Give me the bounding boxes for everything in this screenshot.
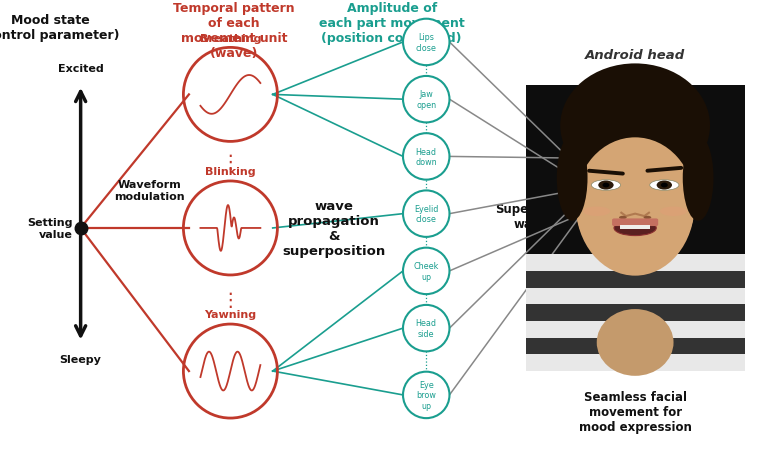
Text: Blinking: Blinking [205, 167, 256, 177]
Ellipse shape [560, 64, 710, 188]
Text: Head
side: Head side [415, 319, 437, 338]
Ellipse shape [614, 221, 656, 236]
Ellipse shape [657, 181, 672, 190]
Ellipse shape [598, 181, 614, 190]
FancyBboxPatch shape [526, 271, 745, 288]
Ellipse shape [403, 191, 449, 238]
Text: Setting
value: Setting value [28, 218, 73, 239]
Ellipse shape [403, 248, 449, 295]
Ellipse shape [644, 216, 651, 220]
Text: Mood state
(control parameter): Mood state (control parameter) [0, 14, 120, 42]
Text: Head
down: Head down [415, 148, 437, 167]
FancyBboxPatch shape [526, 338, 745, 355]
Ellipse shape [597, 233, 674, 262]
Text: Waveform
modulation: Waveform modulation [114, 179, 185, 201]
Ellipse shape [403, 77, 449, 123]
Text: Eyelid
close: Eyelid close [414, 205, 439, 224]
FancyBboxPatch shape [612, 219, 658, 227]
FancyBboxPatch shape [526, 305, 745, 321]
Ellipse shape [576, 133, 694, 276]
Ellipse shape [683, 136, 713, 221]
Ellipse shape [557, 136, 588, 221]
Ellipse shape [591, 180, 621, 191]
Ellipse shape [571, 98, 699, 207]
FancyBboxPatch shape [526, 288, 745, 305]
FancyBboxPatch shape [526, 86, 745, 371]
Text: Breathing: Breathing [200, 33, 261, 43]
FancyBboxPatch shape [620, 225, 650, 230]
FancyBboxPatch shape [526, 255, 745, 271]
Text: Superposed
waves: Superposed waves [495, 203, 574, 230]
Ellipse shape [583, 207, 610, 217]
Text: wave
propagation
&
superposition: wave propagation & superposition [283, 199, 386, 258]
Ellipse shape [660, 183, 667, 188]
Ellipse shape [602, 183, 610, 188]
Text: Amplitude of
each part movement
(position command): Amplitude of each part movement (positio… [319, 2, 465, 45]
Text: Excited: Excited [58, 64, 104, 74]
Text: Jaw
open: Jaw open [416, 90, 436, 109]
Text: Cheek
up: Cheek up [413, 262, 439, 281]
Text: Seamless facial
movement for
mood expression: Seamless facial movement for mood expres… [579, 390, 691, 433]
Ellipse shape [403, 372, 449, 418]
Ellipse shape [687, 191, 703, 209]
Ellipse shape [650, 180, 679, 191]
Ellipse shape [567, 191, 584, 209]
Text: ⋮: ⋮ [220, 290, 240, 309]
Text: Temporal pattern
of each
movement unit
(wave): Temporal pattern of each movement unit (… [174, 2, 295, 60]
Ellipse shape [403, 305, 449, 352]
FancyBboxPatch shape [526, 321, 745, 338]
Ellipse shape [403, 134, 449, 180]
Text: Yawning: Yawning [204, 309, 257, 319]
Ellipse shape [576, 138, 694, 271]
Ellipse shape [619, 216, 627, 220]
Text: Sleepy: Sleepy [60, 355, 101, 365]
FancyBboxPatch shape [526, 355, 745, 371]
Text: Eye
brow
up: Eye brow up [416, 380, 436, 410]
Ellipse shape [597, 309, 674, 376]
Text: Lips
close: Lips close [415, 33, 437, 52]
Text: Android head: Android head [585, 49, 685, 62]
Ellipse shape [403, 20, 449, 66]
Ellipse shape [660, 207, 687, 217]
Text: ⋮: ⋮ [220, 152, 240, 171]
